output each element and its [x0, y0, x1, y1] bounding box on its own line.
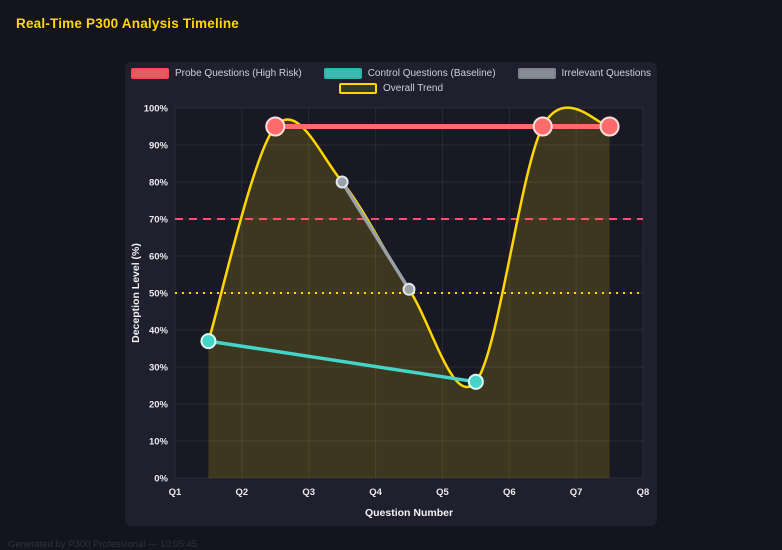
- y-tick-label: 0%: [154, 474, 168, 485]
- x-tick-label: Q1: [169, 487, 182, 498]
- series-line-2: [340, 180, 411, 292]
- chart-panel: Probe Questions (High Risk) Control Quest…: [125, 62, 657, 526]
- y-tick-label: 100%: [144, 104, 169, 115]
- legend-label: Probe Questions (High Risk): [174, 68, 302, 79]
- x-tick-label: Q4: [369, 487, 382, 498]
- data-point[interactable]: [402, 282, 416, 296]
- y-tick-label: 30%: [149, 363, 169, 374]
- legend-swatch: [338, 83, 377, 94]
- y-tick-label: 10%: [149, 437, 169, 448]
- legend-label: Control Questions (Baseline): [367, 68, 496, 79]
- x-tick-label: Q5: [436, 487, 449, 498]
- y-tick-label: 20%: [149, 400, 169, 411]
- x-tick-label: Q3: [302, 487, 315, 498]
- legend-item-3[interactable]: Overall Trend: [338, 83, 444, 94]
- y-tick-label: 50%: [149, 289, 169, 300]
- footer-note: Generated by P300 Professional — 10:05:4…: [8, 539, 198, 550]
- y-tick-label: 40%: [149, 326, 169, 337]
- legend-label: Irrelevant Questions: [561, 68, 652, 79]
- y-tick-label: 90%: [149, 141, 169, 152]
- x-tick-label: Q7: [570, 487, 583, 498]
- legend-item-0[interactable]: Probe Questions (High Risk): [130, 68, 302, 79]
- y-tick-label: 60%: [149, 252, 169, 263]
- data-point[interactable]: [532, 116, 553, 137]
- legend-swatch: [323, 68, 362, 79]
- page-title: Real-Time P300 Analysis Timeline: [16, 16, 240, 31]
- series-line-1: [206, 339, 478, 384]
- legend-label: Overall Trend: [382, 83, 444, 94]
- y-tick-label: 80%: [149, 178, 169, 189]
- x-axis-title: Question Number: [365, 507, 453, 519]
- data-point[interactable]: [335, 175, 349, 189]
- data-point[interactable]: [265, 116, 286, 137]
- x-tick-label: Q8: [637, 487, 650, 498]
- y-axis-title: Deception Level (%): [130, 243, 142, 343]
- x-tick-label: Q2: [236, 487, 249, 498]
- y-tick-label: 70%: [149, 215, 169, 226]
- data-point[interactable]: [599, 116, 620, 137]
- x-tick-label: Q6: [503, 487, 516, 498]
- data-point[interactable]: [467, 373, 484, 390]
- legend-item-1[interactable]: Control Questions (Baseline): [323, 68, 496, 79]
- legend-swatch: [517, 68, 556, 79]
- data-point[interactable]: [200, 333, 217, 350]
- legend-swatch: [130, 68, 169, 79]
- legend-item-2[interactable]: Irrelevant Questions: [517, 68, 652, 79]
- chart-legend: Probe Questions (High Risk) Control Quest…: [125, 68, 657, 94]
